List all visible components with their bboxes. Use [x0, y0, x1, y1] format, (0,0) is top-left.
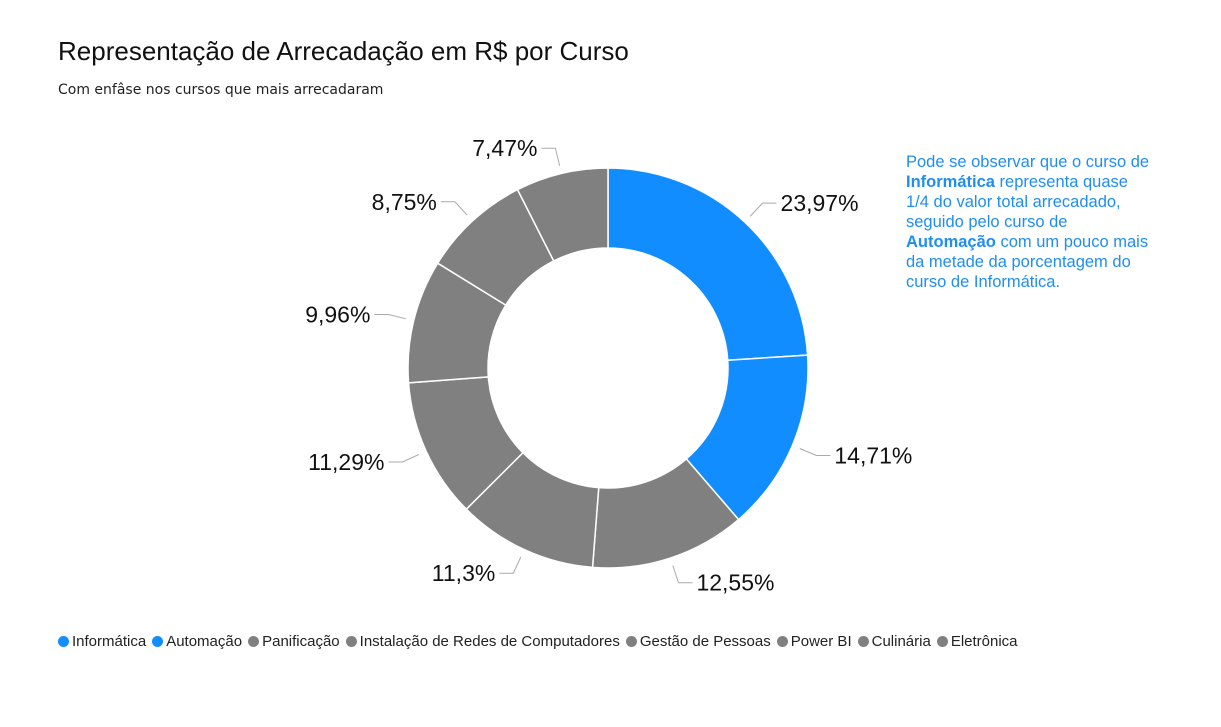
legend-dot-icon	[345, 636, 357, 647]
slice-inform-tica[interactable]	[607, 167, 809, 362]
leader-line	[440, 201, 468, 216]
leader-line	[749, 202, 777, 217]
legend-label: Culinária	[871, 633, 931, 650]
annotation-text-1: Pode se observar que o curso de	[906, 153, 1150, 171]
chart-title: Representação de Arrecadação em R$ por C…	[58, 36, 629, 66]
slice-eletr-nica[interactable]	[516, 167, 609, 262]
legend-dot-icon	[625, 636, 637, 647]
annotation-text-3: com um pouco mais da metade da porcentag…	[906, 233, 1149, 291]
leader-line	[499, 556, 522, 574]
legend-label: Power BI	[790, 633, 852, 650]
annotation-text-2: representa quase 1/4 do valor total arre…	[906, 173, 1128, 231]
legend-dot-icon	[248, 636, 260, 647]
legend-dot-icon	[152, 636, 164, 647]
data-label: 14,71%	[834, 442, 912, 468]
legend-item[interactable]: Panificação	[248, 633, 340, 650]
leader-line	[541, 147, 561, 166]
legend-dot-icon	[776, 636, 788, 647]
data-label: 12,55%	[696, 570, 774, 596]
legend-dot-icon	[936, 636, 948, 647]
data-label: 23,97%	[781, 190, 859, 216]
legend-item[interactable]: Informática	[58, 633, 146, 650]
data-label: 8,75%	[372, 189, 437, 215]
legend-label: Eletrônica	[950, 633, 1018, 650]
chart-subtitle: Com enfâse nos cursos que mais arrecadar…	[58, 82, 384, 98]
legend-item[interactable]: Power BI	[776, 633, 852, 650]
legend-label: Gestão de Pessoas	[639, 633, 771, 650]
legend-item[interactable]: Gestão de Pessoas	[625, 633, 771, 650]
legend-item[interactable]: Instalação de Redes de Computadores	[345, 633, 620, 650]
legend-item[interactable]: Culinária	[857, 633, 931, 650]
legend-dot-icon	[58, 636, 69, 647]
data-label: 7,47%	[472, 135, 537, 161]
legend-label: Panificação	[262, 633, 340, 650]
annotation-highlight-automacao: Automação	[906, 233, 996, 251]
annotation-highlight-informatica: Informática	[906, 173, 995, 191]
leader-line	[388, 454, 420, 463]
legend-label: Automação	[166, 633, 243, 650]
chart-legend: Informática Automação Panificação Instalaçã…	[58, 633, 1024, 650]
legend-label: Informática	[72, 633, 147, 650]
leader-line	[374, 314, 407, 320]
data-label: 11,29%	[308, 449, 384, 475]
leader-line	[672, 565, 693, 584]
legend-item[interactable]: Eletrônica	[936, 633, 1018, 650]
legend-item[interactable]: Automação	[152, 633, 242, 650]
chart-annotation: Pode se observar que o curso de Informát…	[906, 152, 1151, 292]
data-label: 9,96%	[305, 302, 370, 328]
leader-line	[799, 448, 831, 456]
legend-label: Instalação de Redes de Computadores	[359, 633, 620, 650]
data-label: 11,3%	[432, 560, 496, 586]
legend-dot-icon	[857, 636, 869, 647]
